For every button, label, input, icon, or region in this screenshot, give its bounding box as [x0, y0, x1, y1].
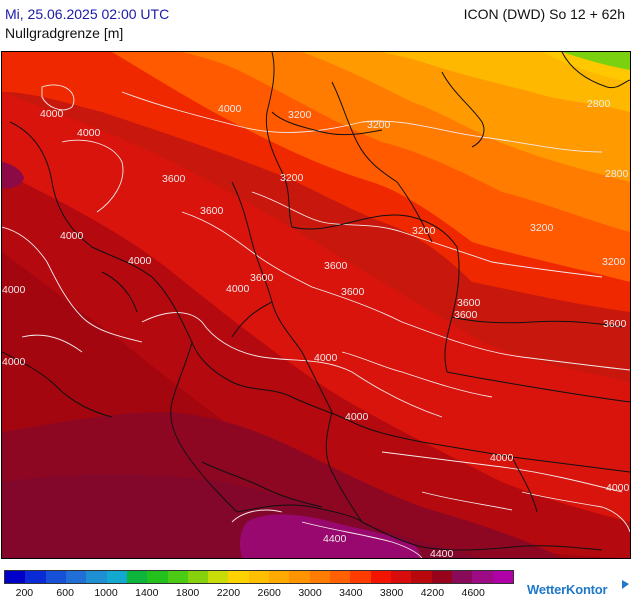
svg-text:4000: 4000	[226, 283, 250, 295]
legend-swatch	[167, 571, 188, 583]
color-field	[2, 52, 630, 558]
legend-label: 2600	[257, 587, 281, 599]
svg-text:3200: 3200	[602, 256, 626, 268]
legend-swatch	[126, 571, 148, 583]
brand-mark-icon	[622, 580, 629, 589]
svg-text:3200: 3200	[367, 119, 391, 131]
legend-label: 1400	[135, 587, 159, 599]
legend-label: 4200	[420, 587, 445, 599]
legend-swatch	[269, 571, 290, 583]
legend-swatch	[25, 571, 46, 583]
svg-text:3600: 3600	[250, 272, 274, 284]
legend-swatch	[370, 571, 391, 583]
legend-swatch	[309, 571, 330, 583]
svg-text:4000: 4000	[40, 108, 64, 120]
legend-swatch	[390, 571, 412, 583]
svg-text:4000: 4000	[606, 482, 630, 494]
svg-text:4000: 4000	[2, 284, 26, 296]
legend-swatch	[228, 571, 249, 583]
legend-swatch	[106, 571, 127, 583]
svg-text:3600: 3600	[603, 318, 627, 330]
svg-text:4000: 4000	[218, 103, 242, 115]
svg-text:4000: 4000	[128, 255, 152, 267]
parameter-title: Nullgradgrenze [m]	[5, 25, 124, 41]
legend-swatch	[411, 571, 432, 583]
legend-swatch	[65, 571, 87, 583]
legend-label: 3400	[339, 587, 363, 599]
svg-text:3600: 3600	[341, 286, 365, 298]
svg-text:3600: 3600	[324, 260, 348, 272]
svg-text:4000: 4000	[490, 452, 514, 464]
legend-swatch	[451, 571, 473, 583]
svg-text:3200: 3200	[288, 109, 312, 121]
legend-swatch	[289, 571, 310, 583]
svg-text:4400: 4400	[430, 548, 454, 558]
contour-labels: 4000 4000 4000 4000 4000 4000 4000 4000 …	[2, 98, 630, 558]
legend-label: 1000	[94, 587, 118, 599]
legend-swatch	[187, 571, 209, 583]
svg-text:3200: 3200	[280, 172, 304, 184]
legend-swatch	[330, 571, 351, 583]
legend-label: 3000	[298, 587, 322, 599]
legend-swatch	[248, 571, 270, 583]
legend-label: 4600	[461, 587, 485, 599]
legend-label: 200	[15, 587, 34, 599]
legend-swatch	[147, 571, 168, 583]
svg-text:2800: 2800	[587, 98, 611, 110]
svg-text:4000: 4000	[60, 230, 84, 242]
brand-logo: WetterKontor	[527, 582, 608, 597]
model-run-label: ICON (DWD) So 12 + 62h	[463, 6, 625, 22]
legend-label: 3800	[379, 587, 404, 599]
svg-text:2800: 2800	[605, 168, 629, 180]
svg-text:4000: 4000	[2, 356, 26, 368]
legend-swatch	[5, 571, 26, 583]
legend-swatch	[208, 571, 229, 583]
country-borders	[2, 52, 630, 551]
svg-text:3200: 3200	[530, 222, 554, 234]
legend-swatch	[86, 571, 107, 583]
color-scale-legend	[4, 570, 514, 584]
legend-label: 2200	[216, 587, 241, 599]
legend-swatch	[350, 571, 371, 583]
legend-swatch	[492, 571, 513, 583]
legend-label: 1800	[175, 587, 200, 599]
svg-text:3200: 3200	[412, 225, 436, 237]
valid-datetime: Mi, 25.06.2025 02:00 UTC	[5, 6, 170, 22]
contour-lines	[2, 84, 630, 558]
color-scale-labels: 200 600 1000 1400 1800 2200 2600 3000 3400 3800 42…	[0, 587, 520, 601]
svg-text:3600: 3600	[457, 297, 481, 309]
svg-text:4000: 4000	[77, 127, 101, 139]
freezing-level-map[interactable]: 4000 4000 4000 4000 4000 4000 4000 4000 …	[1, 51, 631, 559]
svg-text:3600: 3600	[200, 205, 224, 217]
legend-label: 600	[56, 587, 74, 599]
map-canvas: 4000 4000 4000 4000 4000 4000 4000 4000 …	[2, 52, 630, 558]
legend-swatch	[45, 571, 66, 583]
svg-text:3600: 3600	[454, 309, 478, 321]
legend-swatch	[431, 571, 452, 583]
svg-text:4000: 4000	[314, 352, 338, 364]
svg-text:3600: 3600	[162, 173, 186, 185]
svg-text:4400: 4400	[323, 533, 347, 545]
legend-swatch	[472, 571, 493, 583]
svg-text:4000: 4000	[345, 411, 369, 423]
